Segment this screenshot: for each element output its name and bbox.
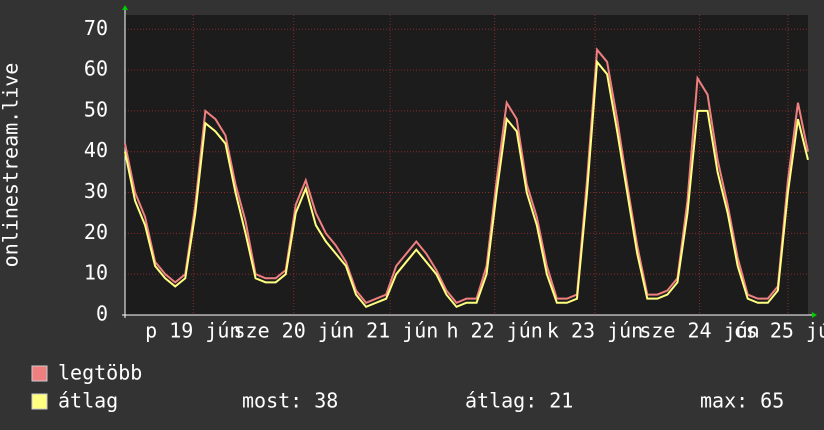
- y-tick-label: 70: [84, 16, 108, 40]
- stat-label: most:: [242, 389, 302, 413]
- x-tick-label: cs 25 jún: [734, 319, 824, 343]
- x-tick-label: k 23 jún: [547, 319, 643, 343]
- y-tick-label: 20: [84, 220, 108, 244]
- y-axis-label: onlinestream.live: [0, 63, 23, 268]
- y-tick-label: 30: [84, 179, 108, 203]
- y-tick-label: 40: [84, 138, 108, 162]
- y-tick-label: 60: [84, 57, 108, 81]
- x-tick-label: n 21 jún: [342, 319, 438, 343]
- series-line: [124, 47, 809, 304]
- x-tick-label: sze 20 jún: [234, 319, 354, 343]
- axis-arrow: [122, 5, 128, 10]
- legend-label: átlag: [58, 389, 118, 413]
- stat-value: 38: [314, 389, 338, 413]
- stat-label: átlag:: [465, 389, 537, 413]
- stat-value: 21: [549, 389, 573, 413]
- y-tick-label: 0: [96, 302, 108, 326]
- stat-value: 65: [760, 389, 784, 413]
- stat-label: max:: [700, 389, 748, 413]
- x-tick-label: p 19 jún: [145, 319, 241, 343]
- y-tick-label: 10: [84, 261, 108, 285]
- series-line: [124, 59, 809, 309]
- axis-arrow: [812, 312, 817, 318]
- plot-area: [125, 15, 808, 315]
- legend-swatch: [31, 393, 48, 410]
- x-tick-label: h 22 jún: [446, 319, 542, 343]
- y-tick-label: 50: [84, 97, 108, 121]
- legend-label: legtöbb: [58, 361, 142, 385]
- legend-swatch: [31, 365, 48, 382]
- x-tick-label: sze 24 jún: [639, 319, 759, 343]
